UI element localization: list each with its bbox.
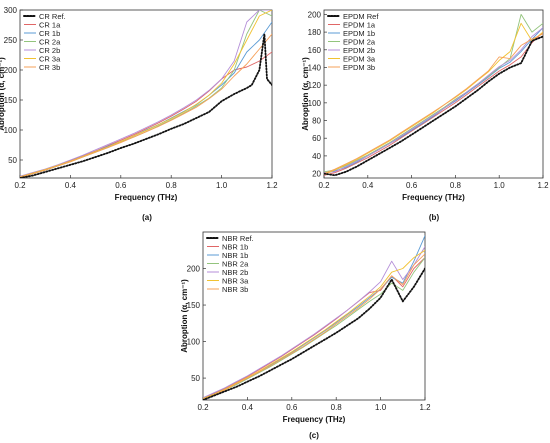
y-axis-title: Abroption (α, cm⁻¹) [301,57,310,131]
x-tick-label: 1.2 [419,403,431,412]
plot-frame [323,9,544,179]
plot-frame [19,9,273,179]
series-line [324,27,543,174]
x-tick-label: 0.2 [318,181,330,190]
x-tick-label: 0.8 [166,181,178,190]
legend-label: CR 1a [39,20,61,29]
x-tick-label: 1.0 [375,403,387,412]
legend-label: EPDM 2a [343,37,376,46]
chart-panel-c: 0.2 0.4 0.6 0.8 1.0 1.2 50 100 150 200 Frequency (… [180,231,431,440]
legend-label: NBR 3a [222,276,249,285]
x-tick-label: 0.6 [286,403,298,412]
x-tick-label: 0.8 [331,403,343,412]
x-tick-label: 0.8 [450,181,462,190]
y-tick-label: 180 [308,28,322,37]
x-axis-title: Frequency (THz) [283,415,346,424]
legend-label: CR 2b [39,46,60,55]
series-line [324,27,543,175]
series-line [324,13,543,173]
x-tick-label: 0.4 [362,181,374,190]
legend-label: NBR 2a [222,259,249,268]
legend-label: EPDM 3a [343,54,376,63]
series-line [203,267,425,400]
x-tick-label: 1.0 [494,181,506,190]
series-line [203,253,425,400]
y-axis-title: Abroption (α, cm⁻¹) [180,279,189,353]
y-tick-label: 100 [308,99,322,108]
series-line [20,33,272,178]
y-tick-label: 160 [308,46,322,55]
series-line [203,246,425,399]
legend-label: EPDM Ref [343,12,379,21]
series-line [324,35,543,177]
legend-label: NBR 1b [222,251,248,260]
x-axis-title: Frequency (THz) [115,193,178,202]
y-tick-label: 50 [8,156,17,165]
y-tick-label: 40 [312,152,321,161]
series-line [324,31,543,176]
legend-label: EPDM 1a [343,20,376,29]
series-line [324,22,543,175]
y-tick-label: 150 [187,301,201,310]
x-tick-label: 0.2 [14,181,26,190]
y-tick-label: 300 [4,6,18,15]
y-tick-label: 200 [187,265,201,274]
legend-label: NBR 3b [222,285,248,294]
series-line [20,33,272,178]
y-tick-label: 140 [308,63,322,72]
y-tick-label: 200 [308,10,322,19]
y-tick-label: 20 [312,170,321,179]
x-tick-label: 0.2 [197,403,209,412]
y-tick-label: 100 [187,338,201,347]
y-tick-label: 100 [4,126,18,135]
x-tick-label: 0.6 [406,181,418,190]
y-tick-label: 50 [191,374,200,383]
series-line [203,249,425,399]
series-line [324,33,543,175]
panel-tag: (a) [142,213,152,222]
legend-label: CR 3a [39,54,61,63]
y-tick-label: 250 [4,36,18,45]
y-tick-label: 80 [312,117,321,126]
x-tick-label: 1.0 [216,181,228,190]
series-line [20,10,272,178]
legend-label: CR 1b [39,29,60,38]
chart-panel-b: 0.2 0.4 0.6 0.8 1.0 1.2 20 40 60 80 100 120 140 160 18… [301,9,549,222]
legend-label: NBR 2b [222,268,248,277]
legend-label: EPDM 3b [343,63,375,72]
y-axis-title: Abroption (α, cm⁻¹) [0,57,6,131]
x-tick-label: 0.4 [65,181,77,190]
y-tick-label: 150 [4,96,18,105]
legend-label: CR 2a [39,37,61,46]
y-tick-label: 120 [308,81,322,90]
y-tick-label: 200 [4,66,18,75]
legend-label: NBR Ref. [222,234,254,243]
legend-label: EPDM 2b [343,46,375,55]
legend-label: NBR 1b [222,242,248,251]
legend-label: EPDM 1b [343,29,375,38]
chart-panel-a: 0.2 0.4 0.6 0.8 1.0 1.2 50 100 150 200 250 300 Frequ… [0,6,278,222]
panel-tag: (c) [309,431,319,440]
panel-tag: (b) [429,213,440,222]
x-tick-label: 0.6 [115,181,127,190]
legend-label: CR 3b [39,63,60,72]
x-tick-label: 0.4 [242,403,254,412]
x-axis-title: Frequency (THz) [402,193,465,202]
y-tick-label: 60 [312,134,321,143]
series-line [20,10,272,177]
plot-frame [202,231,426,401]
legend-label: CR Ref. [39,12,66,21]
x-tick-label: 1.2 [266,181,278,190]
x-tick-label: 1.2 [537,181,549,190]
